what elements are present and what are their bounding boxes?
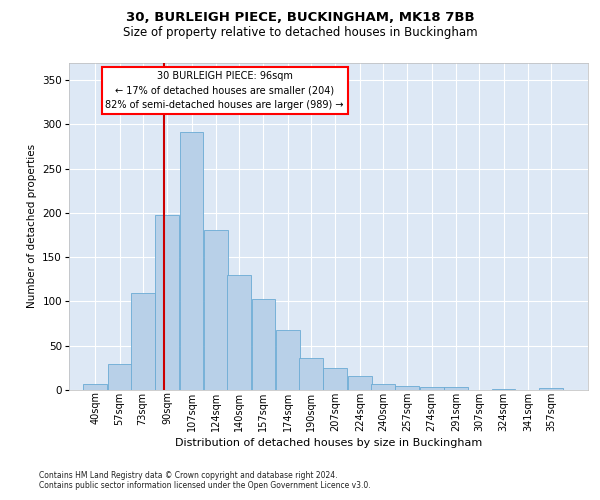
Bar (395, 386, 419, 390)
Bar (539, 388, 563, 390)
Bar (180, 132, 203, 390)
Text: Size of property relative to detached houses in Buckingham: Size of property relative to detached ho… (122, 26, 478, 39)
Bar (491, 389, 515, 390)
Bar (83, 384, 107, 390)
Y-axis label: Number of detached properties: Number of detached properties (27, 144, 37, 308)
Bar (131, 292, 155, 390)
Bar (444, 388, 468, 390)
Bar (371, 384, 395, 390)
X-axis label: Distribution of detached houses by size in Buckingham: Distribution of detached houses by size … (175, 438, 482, 448)
Bar (227, 275, 251, 390)
Bar (204, 230, 228, 390)
Bar (155, 214, 179, 390)
Bar (299, 358, 323, 390)
Bar (108, 364, 131, 390)
Text: 30, BURLEIGH PIECE, BUCKINGHAM, MK18 7BB: 30, BURLEIGH PIECE, BUCKINGHAM, MK18 7BB (125, 11, 475, 24)
Text: Contains public sector information licensed under the Open Government Licence v3: Contains public sector information licen… (39, 481, 371, 490)
Text: Contains HM Land Registry data © Crown copyright and database right 2024.: Contains HM Land Registry data © Crown c… (39, 471, 337, 480)
Bar (323, 368, 347, 390)
Bar (251, 299, 275, 390)
Bar (276, 330, 300, 390)
Bar (348, 376, 371, 390)
Bar (420, 388, 443, 390)
Text: 30 BURLEIGH PIECE: 96sqm
← 17% of detached houses are smaller (204)
82% of semi-: 30 BURLEIGH PIECE: 96sqm ← 17% of detach… (106, 70, 344, 110)
